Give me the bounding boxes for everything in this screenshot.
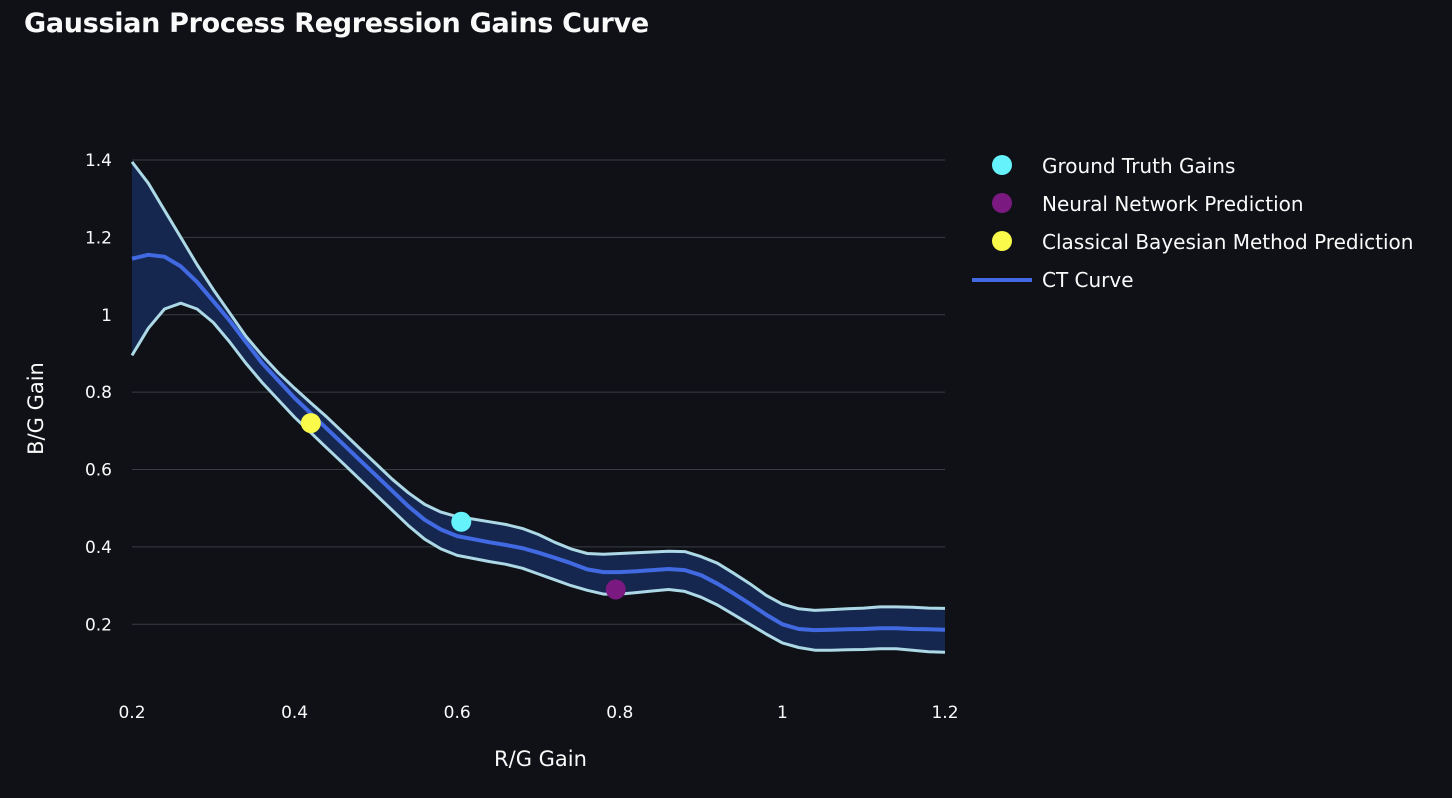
- uncertainty-band: [130, 160, 946, 654]
- band-fill: [132, 161, 945, 653]
- x-tick-label: 1: [777, 703, 788, 723]
- data-point[interactable]: [451, 511, 472, 532]
- x-tick-label: 0.2: [118, 703, 145, 723]
- data-point[interactable]: [300, 413, 321, 434]
- y-tick-label: 1: [101, 306, 112, 326]
- x-axis-ticks: 0.2 0.4 0.6 0.8 1 1.2: [118, 703, 958, 723]
- y-axis-title: B/G Gain: [24, 362, 48, 455]
- data-point[interactable]: [605, 579, 626, 600]
- y-tick-label: 1.2: [85, 228, 112, 248]
- legend-dot-icon: [992, 155, 1012, 175]
- x-tick-label: 0.4: [281, 703, 308, 723]
- legend-label: Ground Truth Gains: [1042, 154, 1235, 178]
- legend-item[interactable]: Classical Bayesian Method Prediction: [992, 230, 1413, 254]
- ct-curve-layer: [131, 252, 946, 633]
- legend-label: CT Curve: [1042, 268, 1134, 292]
- legend-label: Classical Bayesian Method Prediction: [1042, 230, 1413, 254]
- prediction-points: [300, 413, 626, 600]
- legend-dot-icon: [992, 231, 1012, 251]
- y-tick-label: 0.6: [85, 461, 112, 481]
- ct-curve-line[interactable]: [131, 252, 946, 633]
- y-tick-label: 1.4: [85, 151, 112, 171]
- y-axis-ticks: 0.2 0.4 0.6 0.8 1 1.2 1.4: [85, 151, 112, 635]
- legend-item[interactable]: Ground Truth Gains: [992, 154, 1235, 178]
- y-tick-label: 0.4: [85, 538, 112, 558]
- x-tick-label: 0.6: [444, 703, 471, 723]
- x-tick-label: 0.8: [606, 703, 633, 723]
- upper-band-line: [130, 160, 946, 612]
- y-tick-label: 0.8: [85, 383, 112, 403]
- legend-item[interactable]: Neural Network Prediction: [992, 192, 1304, 216]
- x-tick-label: 1.2: [931, 703, 958, 723]
- legend-dot-icon: [992, 193, 1012, 213]
- legend-label: Neural Network Prediction: [1042, 192, 1304, 216]
- lower-band-line: [130, 301, 946, 654]
- y-tick-label: 0.2: [85, 615, 112, 635]
- chart-title: Gaussian Process Regression Gains Curve: [24, 8, 649, 39]
- x-axis-title: R/G Gain: [494, 747, 587, 771]
- legend-item[interactable]: CT Curve: [972, 268, 1134, 292]
- legend[interactable]: Ground Truth Gains Neural Network Predict…: [972, 154, 1413, 292]
